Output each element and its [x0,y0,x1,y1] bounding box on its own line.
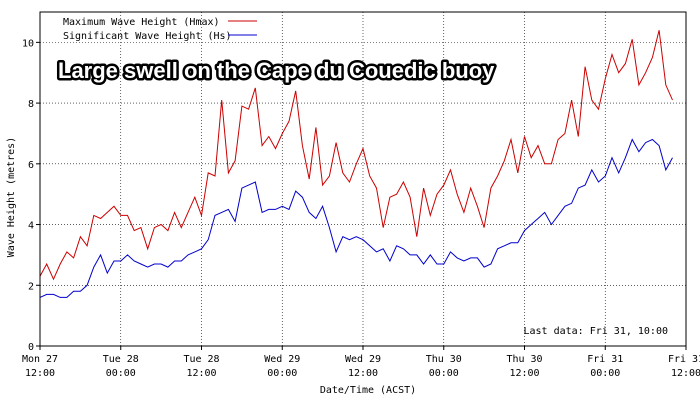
y-tick-label: 6 [28,160,34,171]
last-data-annotation: Last data: Fri 31, 10:00 [524,326,669,337]
y-tick-label: 8 [28,99,34,110]
legend-label-hmax: Maximum Wave Height (Hmax) [63,17,220,28]
axis-ticks: 0 2 4 6 8 10 Mon 27 12:00 Tue 28 00:00 Tue 28 12:00… [22,38,700,379]
x-tick-label-time: 12:00 [509,368,539,379]
x-tick-label-day: Wed 29 [264,354,300,365]
x-tick-label-day: Thu 30 [426,354,462,365]
y-tick-label: 10 [22,38,34,49]
x-tick-label-day: Thu 30 [506,354,542,365]
series-lines [39,30,673,298]
x-tick-label-time: 12:00 [25,368,55,379]
x-axis-title: Date/Time (ACST) [320,385,416,396]
y-tick-label: 2 [28,281,34,292]
x-tick-label-day: Fri 31 [668,354,700,365]
x-tick-label-day: Tue 28 [183,354,219,365]
x-tick-label-day: Wed 29 [345,354,381,365]
legend-label-hs: Significant Wave Height (Hs) [63,31,232,42]
x-tick-label-time: 12:00 [671,368,700,379]
series-line-hmax [39,30,673,281]
x-tick-label-day: Tue 28 [103,354,139,365]
x-tick-label-day: Fri 31 [587,354,623,365]
x-tick-label-time: 12:00 [186,368,216,379]
chart-title: Large swell on the Cape du Couedic buoy [58,58,495,83]
x-tick-label-time: 00:00 [590,368,620,379]
x-tick-label-time: 00:00 [267,368,297,379]
y-axis-title: Wave Height (metres) [6,137,17,257]
y-tick-label: 4 [28,221,34,232]
legend: Maximum Wave Height (Hmax) Significant W… [63,17,257,42]
x-tick-label-time: 12:00 [348,368,378,379]
y-tick-label: 0 [28,342,34,353]
x-tick-label-time: 00:00 [429,368,459,379]
x-tick-label-time: 00:00 [106,368,136,379]
x-tick-label-day: Mon 27 [22,354,58,365]
series-line-hs [39,138,673,298]
